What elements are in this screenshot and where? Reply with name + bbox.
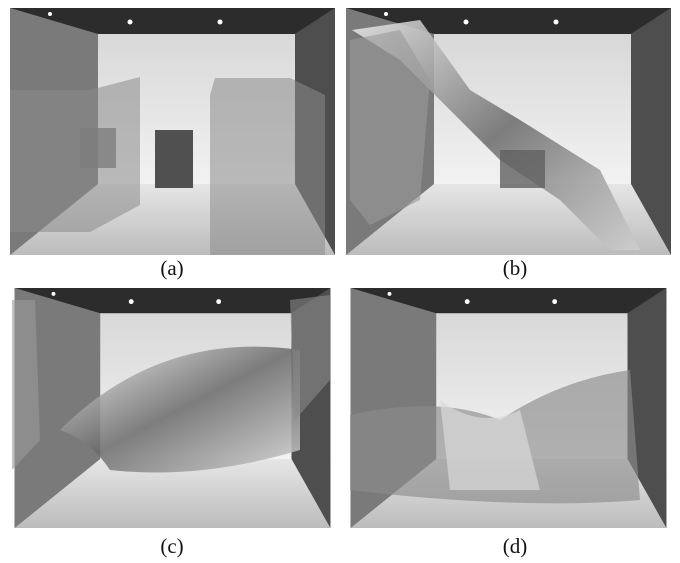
panel-d xyxy=(350,288,666,528)
caption: (a) xyxy=(160,256,183,280)
caption: (b) xyxy=(503,256,528,280)
panel-c xyxy=(12,288,330,528)
caption: (c) xyxy=(160,534,183,558)
caption: (d) xyxy=(503,534,528,558)
panel-b xyxy=(346,8,671,255)
panel-a xyxy=(10,8,335,255)
